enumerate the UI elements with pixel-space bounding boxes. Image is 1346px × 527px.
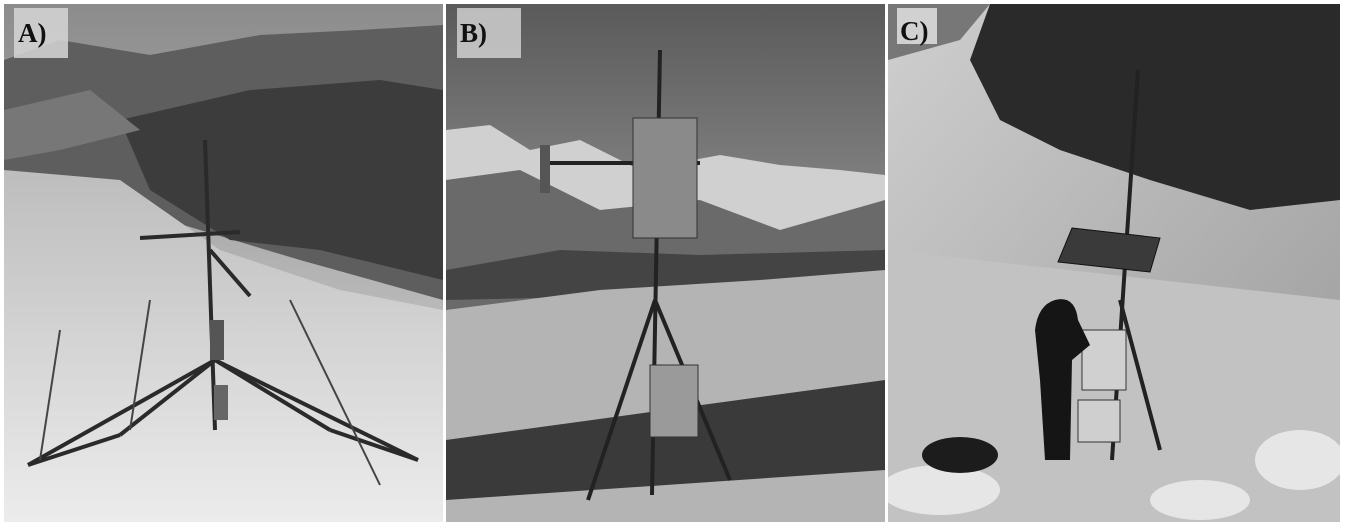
panel-label: A) [18, 18, 47, 48]
panel-label: B) [460, 18, 487, 48]
panel-label: C) [900, 16, 929, 46]
photo-b: B) [446, 4, 885, 522]
photo-a: A) [4, 4, 443, 522]
figure: A) B) [0, 0, 1346, 527]
photo-c: C) [880, 4, 1345, 522]
